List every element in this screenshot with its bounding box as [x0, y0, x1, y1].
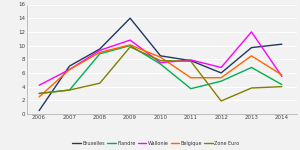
Wallonie: [189, 59, 193, 61]
Zone Euro: [250, 87, 253, 89]
Belgique: [219, 77, 223, 79]
Bruxelles: [250, 47, 253, 48]
Belgique: [98, 51, 102, 53]
Zone Euro: [98, 82, 102, 84]
Bruxelles: [219, 72, 223, 74]
Belgique: [250, 55, 253, 57]
Bruxelles: [280, 43, 284, 45]
Legend: Bruxelles, Flandre, Wallonie, Belgique, Zone Euro: Bruxelles, Flandre, Wallonie, Belgique, …: [70, 139, 242, 148]
Wallonie: [280, 75, 284, 77]
Wallonie: [37, 84, 41, 86]
Belgique: [280, 74, 284, 76]
Flandre: [250, 67, 253, 68]
Flandre: [68, 89, 71, 91]
Belgique: [189, 77, 193, 79]
Bruxelles: [128, 17, 132, 19]
Flandre: [280, 84, 284, 85]
Zone Euro: [128, 46, 132, 48]
Bruxelles: [98, 48, 102, 50]
Wallonie: [68, 69, 71, 70]
Belgique: [159, 56, 162, 58]
Bruxelles: [68, 65, 71, 67]
Line: Bruxelles: Bruxelles: [39, 18, 282, 111]
Bruxelles: [159, 55, 162, 57]
Bruxelles: [189, 60, 193, 61]
Line: Zone Euro: Zone Euro: [39, 47, 282, 101]
Flandre: [98, 53, 102, 55]
Belgique: [37, 96, 41, 98]
Flandre: [159, 63, 162, 65]
Wallonie: [250, 31, 253, 33]
Zone Euro: [159, 60, 162, 61]
Flandre: [37, 93, 41, 94]
Belgique: [68, 69, 71, 70]
Wallonie: [159, 62, 162, 64]
Zone Euro: [219, 100, 223, 102]
Bruxelles: [37, 110, 41, 111]
Zone Euro: [68, 89, 71, 91]
Zone Euro: [189, 60, 193, 62]
Zone Euro: [37, 93, 41, 94]
Line: Belgique: Belgique: [39, 45, 282, 97]
Belgique: [128, 44, 132, 46]
Flandre: [189, 88, 193, 90]
Wallonie: [128, 39, 132, 41]
Line: Flandre: Flandre: [39, 46, 282, 93]
Wallonie: [219, 67, 223, 68]
Wallonie: [98, 50, 102, 51]
Flandre: [219, 80, 223, 82]
Line: Wallonie: Wallonie: [39, 32, 282, 85]
Zone Euro: [280, 86, 284, 87]
Flandre: [128, 45, 132, 46]
